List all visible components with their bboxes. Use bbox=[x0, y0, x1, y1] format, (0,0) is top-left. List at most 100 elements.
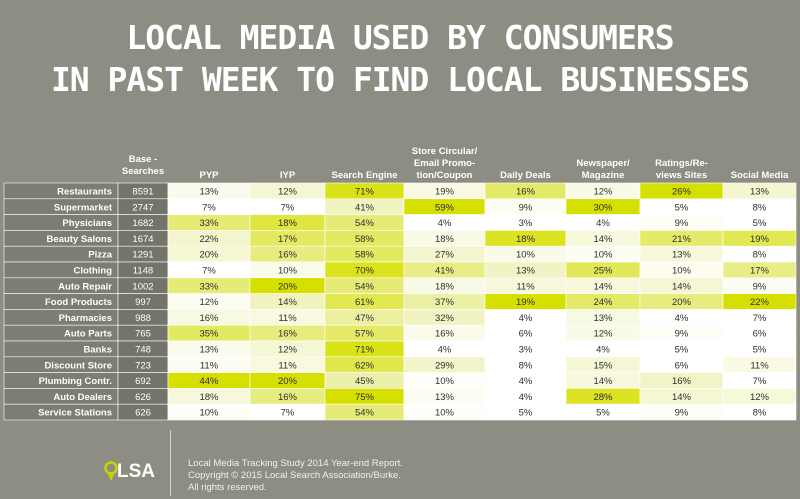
data-label: 45% bbox=[355, 376, 375, 387]
data-label: 12% bbox=[593, 329, 613, 340]
data-label: 20% bbox=[672, 297, 692, 308]
data-label: 4% bbox=[519, 376, 533, 387]
data-label: 8% bbox=[753, 250, 767, 261]
data-label: 29% bbox=[435, 360, 455, 371]
data-label: 18% bbox=[516, 234, 536, 245]
data-label: 10% bbox=[672, 266, 692, 277]
data-label: 14% bbox=[593, 234, 613, 245]
base-value: 1674 bbox=[132, 234, 153, 245]
data-label: 37% bbox=[435, 297, 455, 308]
data-label: 14% bbox=[593, 281, 613, 292]
base-value: 1148 bbox=[133, 266, 153, 277]
data-label: 9% bbox=[519, 202, 533, 213]
data-label: 12% bbox=[593, 187, 613, 198]
chart-title-line-2: IN PAST WEEK TO FIND LOCAL BUSINESSES bbox=[50, 60, 750, 99]
data-label: 6% bbox=[519, 329, 533, 340]
data-label: 4% bbox=[675, 313, 689, 324]
column-header-5: Daily Deals bbox=[500, 170, 551, 181]
base-value: 988 bbox=[135, 313, 151, 324]
data-label: 25% bbox=[593, 266, 613, 277]
data-label: 7% bbox=[202, 266, 216, 277]
data-label: 4% bbox=[519, 313, 533, 324]
data-label: 10% bbox=[278, 266, 298, 277]
data-label: 12% bbox=[199, 297, 219, 308]
column-header-6: Magazine bbox=[582, 170, 625, 181]
data-label: 9% bbox=[675, 329, 689, 340]
column-header-7: Ratings/Re- bbox=[655, 158, 708, 169]
column-header-8: Social Media bbox=[731, 170, 789, 181]
data-label: 10% bbox=[435, 408, 455, 419]
data-label: 13% bbox=[199, 345, 219, 356]
data-label: 27% bbox=[435, 250, 455, 261]
data-label: 4% bbox=[596, 345, 610, 356]
data-label: 57% bbox=[355, 329, 375, 340]
base-value: 626 bbox=[135, 408, 151, 419]
chart-title-line-1: LOCAL MEDIA USED BY CONSUMERS bbox=[126, 18, 674, 57]
row-label: Physicians bbox=[62, 218, 112, 229]
data-label: 5% bbox=[519, 408, 533, 419]
data-label: 4% bbox=[438, 345, 452, 356]
data-label: 20% bbox=[278, 376, 298, 387]
data-label: 24% bbox=[593, 297, 613, 308]
data-label: 54% bbox=[355, 408, 375, 419]
data-label: 28% bbox=[593, 392, 613, 403]
data-label: 20% bbox=[278, 281, 298, 292]
data-label: 17% bbox=[750, 266, 770, 277]
data-label: 4% bbox=[519, 392, 533, 403]
data-label: 22% bbox=[750, 297, 770, 308]
data-label: 7% bbox=[281, 408, 295, 419]
data-label: 61% bbox=[355, 297, 375, 308]
footer-rights: All rights reserved. bbox=[188, 482, 267, 493]
row-label: Auto Repair bbox=[58, 281, 112, 292]
data-label: 3% bbox=[519, 345, 533, 356]
base-header-line: Base - bbox=[129, 154, 158, 165]
column-header-2: IYP bbox=[280, 170, 296, 181]
data-label: 26% bbox=[672, 187, 692, 198]
data-label: 54% bbox=[355, 281, 375, 292]
base-value: 2747 bbox=[132, 202, 153, 213]
data-label: 12% bbox=[278, 187, 298, 198]
row-label: Pizza bbox=[88, 250, 112, 261]
data-label: 35% bbox=[199, 329, 219, 340]
data-label: 11% bbox=[278, 313, 297, 324]
data-label: 5% bbox=[596, 408, 610, 419]
data-label: 16% bbox=[278, 250, 298, 261]
footer-divider bbox=[170, 430, 171, 496]
base-value: 1291 bbox=[132, 250, 153, 261]
data-label: 41% bbox=[355, 202, 375, 213]
data-label: 7% bbox=[202, 202, 216, 213]
base-value: 692 bbox=[135, 376, 151, 387]
data-label: 11% bbox=[278, 360, 297, 371]
data-label: 18% bbox=[435, 234, 455, 245]
data-label: 18% bbox=[435, 281, 455, 292]
row-label: Plumbing Contr. bbox=[39, 376, 112, 387]
data-label: 16% bbox=[435, 329, 455, 340]
data-label: 41% bbox=[435, 266, 455, 277]
data-label: 12% bbox=[278, 345, 298, 356]
data-label: 16% bbox=[672, 376, 692, 387]
base-value: 626 bbox=[135, 392, 151, 403]
data-label: 14% bbox=[672, 392, 692, 403]
data-label: 22% bbox=[199, 234, 219, 245]
row-label: Food Products bbox=[45, 297, 112, 308]
location-pin-tip-icon bbox=[107, 472, 115, 481]
data-label: 20% bbox=[199, 250, 219, 261]
data-label: 13% bbox=[750, 187, 770, 198]
data-label: 7% bbox=[281, 202, 295, 213]
data-label: 8% bbox=[753, 202, 767, 213]
column-header-3: Search Engine bbox=[332, 170, 398, 181]
data-label: 12% bbox=[750, 392, 770, 403]
data-label: 18% bbox=[278, 218, 298, 229]
data-label: 16% bbox=[278, 329, 298, 340]
data-label: 59% bbox=[435, 202, 455, 213]
data-label: 14% bbox=[278, 297, 298, 308]
lsa-logo bbox=[104, 461, 118, 481]
data-label: 47% bbox=[355, 313, 375, 324]
base-value: 8591 bbox=[132, 187, 153, 198]
column-header-7: views Sites bbox=[656, 170, 707, 181]
data-label: 7% bbox=[753, 313, 767, 324]
column-header-4: Store Circular/ bbox=[412, 146, 478, 157]
data-label: 58% bbox=[355, 250, 375, 261]
data-label: 14% bbox=[672, 281, 692, 292]
